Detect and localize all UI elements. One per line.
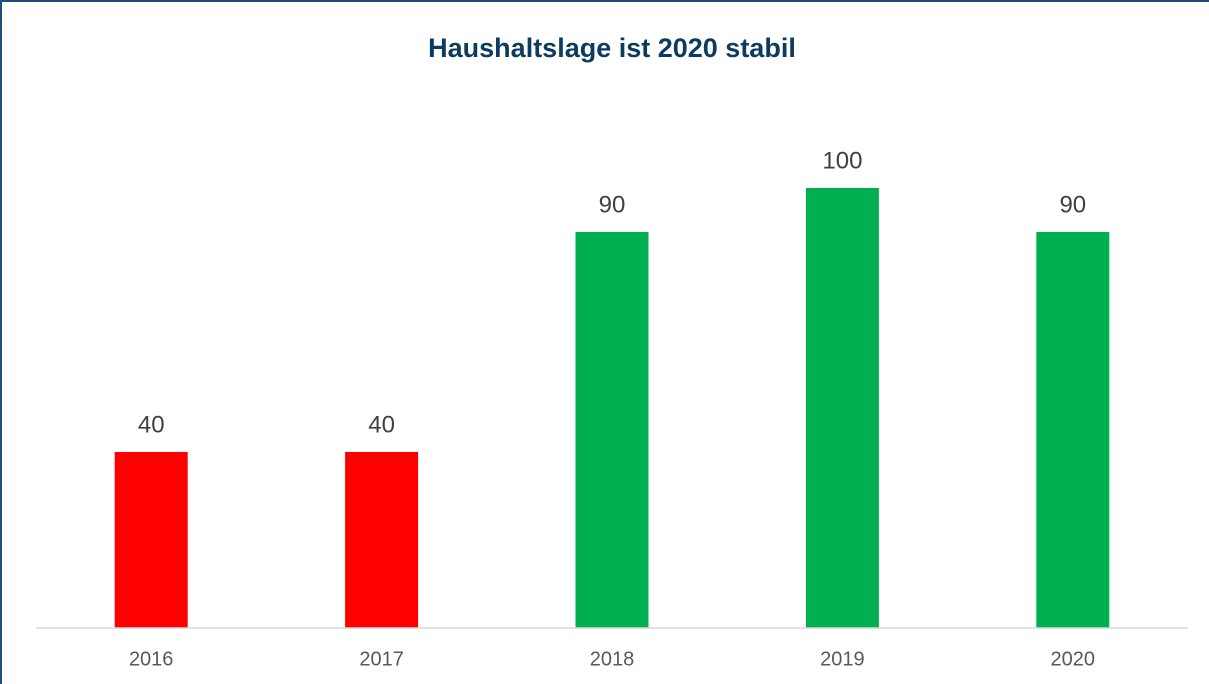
x-tick-label: 2018 [590, 648, 635, 670]
bar [805, 188, 879, 628]
chart-title: Haushaltslage ist 2020 stabil [428, 33, 796, 63]
x-tick-label: 2016 [129, 648, 174, 670]
bar [1036, 232, 1110, 628]
x-tick-label: 2017 [359, 648, 404, 670]
x-tick-label: 2019 [820, 648, 865, 670]
bar [575, 232, 649, 628]
bar [114, 452, 188, 628]
x-tick-label: 2020 [1051, 648, 1096, 670]
data-label: 40 [138, 411, 165, 438]
data-label: 90 [599, 191, 626, 218]
data-label: 90 [1059, 191, 1086, 218]
bar [345, 452, 419, 628]
data-label: 40 [368, 411, 395, 438]
data-label: 100 [822, 147, 862, 174]
